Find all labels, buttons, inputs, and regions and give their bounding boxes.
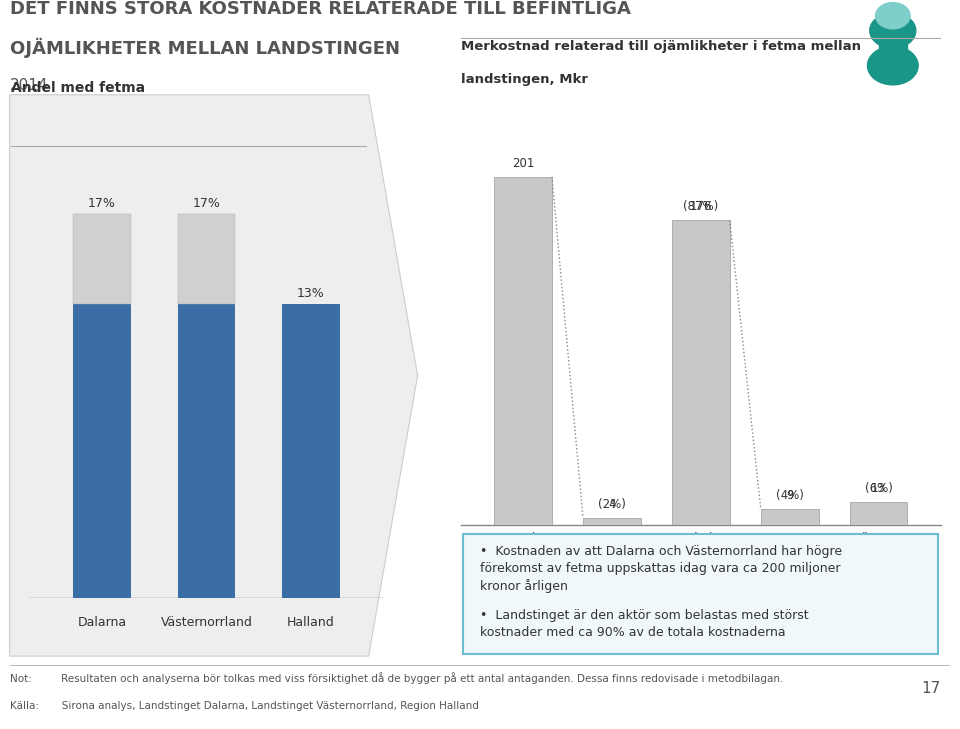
Text: •  Landstinget är den aktör som belastas med störst
kostnader med ca 90% av de t: • Landstinget är den aktör som belastas …	[480, 609, 808, 639]
Text: Källa:       Sirona analys, Landstinget Dalarna, Landstinget Västernorrland, Reg: Källa: Sirona analys, Landstinget Dalarn…	[10, 701, 478, 712]
Text: (6%): (6%)	[865, 467, 893, 496]
Bar	[73, 214, 131, 305]
Bar	[672, 220, 730, 525]
FancyBboxPatch shape	[463, 534, 938, 654]
Text: OJÄMLIKHETER MELLAN LANDSTINGEN: OJÄMLIKHETER MELLAN LANDSTINGEN	[10, 38, 399, 58]
Text: 9: 9	[786, 489, 793, 502]
Text: Merkostnad relaterad till ojämlikheter i fetma mellan: Merkostnad relaterad till ojämlikheter i…	[461, 40, 861, 53]
Text: •  Kostnaden av att Dalarna och Västernorrland har högre
förekomst av fetma upps: • Kostnaden av att Dalarna och Västernor…	[480, 545, 842, 593]
Text: Dalarna: Dalarna	[78, 616, 127, 629]
Text: 4: 4	[609, 498, 615, 511]
Text: 17%: 17%	[88, 197, 116, 210]
Text: Halland: Halland	[287, 616, 335, 629]
Bar	[494, 177, 552, 525]
Circle shape	[870, 13, 916, 48]
Bar	[73, 305, 131, 598]
Bar	[282, 305, 340, 598]
Text: 17: 17	[922, 682, 941, 696]
Text: 17%: 17%	[192, 197, 221, 210]
Bar	[760, 510, 819, 525]
Text: (2%): (2%)	[598, 483, 626, 511]
Text: 13: 13	[871, 483, 886, 496]
Bar	[879, 35, 906, 66]
Text: 13%: 13%	[297, 287, 324, 300]
Polygon shape	[10, 95, 418, 656]
Text: (4%): (4%)	[776, 475, 804, 502]
Bar	[178, 214, 235, 305]
Text: Västernorrland: Västernorrland	[160, 616, 252, 629]
Text: DET FINNS STORA KOSTNADER RELATERADE TILL BEFINTLIGA: DET FINNS STORA KOSTNADER RELATERADE TIL…	[10, 0, 631, 18]
Text: Andel med fetma: Andel med fetma	[11, 82, 145, 95]
Text: 201: 201	[512, 157, 534, 170]
Bar	[850, 502, 907, 525]
Text: 176: 176	[689, 200, 712, 213]
Bar	[178, 305, 235, 598]
Circle shape	[868, 47, 918, 85]
Text: 2014: 2014	[10, 78, 48, 93]
Bar	[583, 518, 641, 525]
Text: Not:         Resultaten och analyserna bör tolkas med viss försiktighet då de by: Not: Resultaten och analyserna bör tolka…	[10, 672, 783, 684]
Circle shape	[876, 3, 910, 29]
Text: landstingen, Mkr: landstingen, Mkr	[461, 73, 588, 86]
Text: (87%): (87%)	[684, 185, 718, 213]
